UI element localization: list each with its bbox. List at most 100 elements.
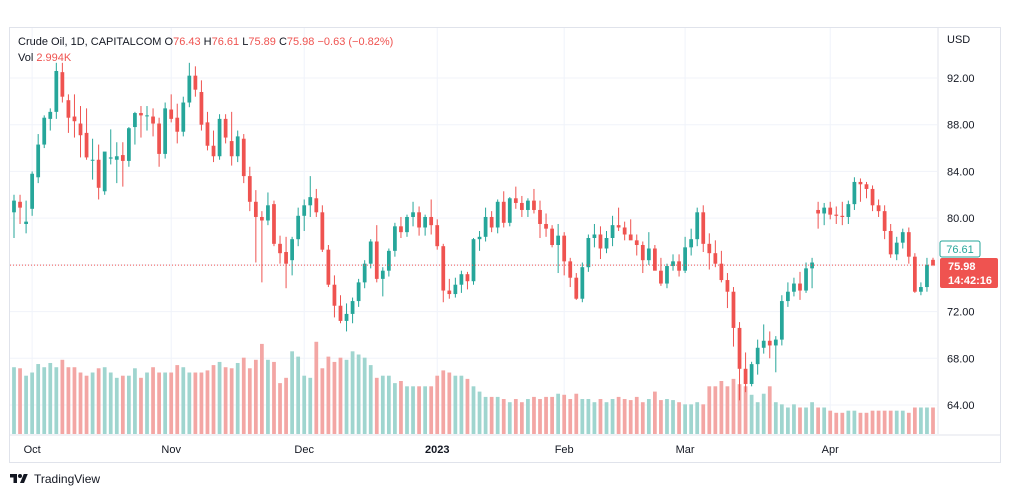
candle: [302, 199, 307, 231]
time-axis[interactable]: Oct Nov Dec 2023 Feb Mar Apr: [24, 444, 840, 456]
candle-body: [102, 151, 107, 192]
candle: [882, 205, 887, 240]
candle-body: [828, 207, 833, 215]
candle-body: [725, 280, 730, 292]
candle-body: [266, 205, 270, 221]
candle-body: [858, 181, 863, 185]
volume-bar: [36, 364, 41, 434]
candle: [18, 194, 22, 224]
candle: [622, 221, 627, 241]
candle: [320, 205, 325, 253]
time-tick-label: 2023: [425, 444, 449, 456]
candle-body: [671, 261, 675, 267]
candle: [912, 253, 917, 293]
candle-body: [695, 212, 700, 240]
candle-body: [840, 215, 845, 217]
candle-body: [223, 118, 228, 138]
volume-bar: [773, 402, 778, 434]
candle-body: [586, 237, 591, 268]
candle: [526, 198, 530, 217]
candle-body: [592, 234, 597, 238]
candlesticks[interactable]: [12, 62, 935, 401]
time-tick-label: Dec: [294, 444, 314, 456]
candle: [538, 200, 542, 238]
volume-bar: [350, 351, 355, 434]
candle: [665, 263, 669, 289]
last-price-label: 75.98: [948, 261, 976, 273]
volume-bar: [495, 396, 500, 434]
volume-bar: [489, 396, 494, 434]
candle: [900, 228, 905, 249]
volume-bar: [229, 368, 234, 434]
volume-bar: [786, 407, 790, 434]
volume-bar: [181, 367, 186, 434]
candle: [646, 232, 651, 265]
volume-bar: [326, 356, 331, 434]
volume-bar: [332, 361, 337, 434]
candle: [501, 191, 506, 228]
candle-body: [495, 201, 500, 228]
volume-bar: [459, 375, 464, 434]
candle-body: [453, 284, 458, 295]
volume-bar: [163, 372, 168, 434]
candle-body: [465, 274, 470, 282]
volume-bar: [894, 410, 899, 434]
volume-value: 2.994K: [36, 52, 72, 64]
candle: [175, 103, 180, 144]
candle-body: [314, 198, 319, 213]
candle: [260, 211, 264, 283]
candle: [308, 176, 313, 217]
candle-body: [217, 118, 222, 157]
volume-bar: [538, 399, 542, 434]
volume-bar: [683, 404, 687, 434]
candle: [151, 108, 155, 137]
symbol-title[interactable]: Crude Oil, 1D, CAPITALCOM: [18, 36, 162, 48]
candle: [127, 127, 131, 167]
candle-body: [646, 248, 651, 261]
candle: [60, 62, 65, 103]
volume-bar: [211, 365, 216, 434]
currency-label[interactable]: USD: [947, 34, 971, 46]
volume-bar: [586, 399, 591, 434]
candle-body: [900, 232, 905, 243]
candle: [671, 254, 675, 271]
chart-frame: [9, 27, 1001, 463]
candle: [894, 236, 899, 261]
candle: [405, 214, 409, 237]
volume-bar: [695, 402, 700, 434]
candle: [888, 223, 893, 258]
candle-body: [175, 117, 180, 132]
volume-label[interactable]: Vol: [18, 52, 34, 64]
candle-body: [852, 181, 857, 205]
volume-bar: [54, 367, 59, 434]
volume-bar: [713, 386, 718, 434]
candle-body: [622, 227, 627, 235]
candle-body: [241, 138, 246, 177]
candle: [743, 352, 748, 393]
volume-bar: [272, 361, 276, 434]
volume-bar: [556, 393, 561, 434]
candle-body: [229, 141, 234, 157]
candle: [253, 190, 258, 263]
volume-bar: [284, 377, 288, 434]
volume-bar: [707, 386, 712, 434]
candle-body: [78, 123, 83, 136]
volume-bar: [574, 393, 579, 434]
volume-bar: [864, 412, 869, 434]
candle-body: [707, 243, 712, 254]
tradingview-branding[interactable]: TradingView: [10, 472, 100, 486]
candle: [12, 194, 16, 238]
volume-bar: [634, 396, 639, 434]
volume-bar: [24, 375, 28, 434]
candle-body: [792, 283, 796, 292]
candle: [580, 262, 585, 303]
volume-bar: [205, 370, 210, 434]
volume-bar: [852, 410, 857, 434]
candle-body: [380, 270, 385, 279]
candle: [816, 201, 820, 229]
candle-body: [659, 270, 663, 284]
volume-bar: [405, 386, 409, 434]
price-tick-label: 84.00: [947, 166, 975, 178]
candle-body: [761, 340, 766, 348]
